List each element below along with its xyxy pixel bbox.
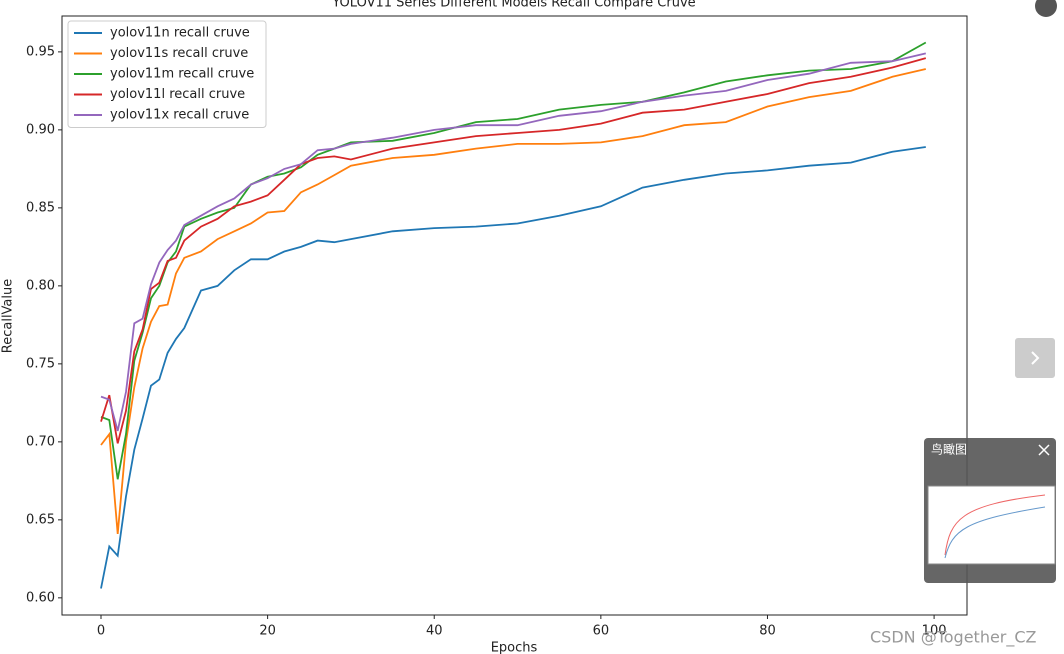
overview-thumbnail[interactable] (927, 485, 1056, 565)
expand-icon[interactable] (1035, 0, 1057, 17)
y-tick-label: 0.75 (26, 356, 55, 371)
y-tick-label: 0.95 (26, 44, 55, 59)
legend (67, 20, 267, 128)
legend-label: yolov11m recall cruve (110, 67, 254, 82)
x-tick-label: 100 (922, 624, 947, 639)
series-line (100, 146, 926, 589)
series-line (100, 41, 927, 480)
legend-label: yolov11s recall cruve (110, 46, 248, 61)
y-tick-label: 0.70 (26, 434, 55, 449)
x-tick-label: 0 (97, 624, 105, 639)
watermark: CSDN @Together_CZ (870, 628, 1037, 648)
thumbnail-sketch (944, 494, 1046, 556)
thumbnail-sketch (944, 506, 1046, 559)
legend-label: yolov11n recall cruve (110, 26, 250, 41)
x-axis-label: Epochs (491, 641, 538, 654)
next-arrow (1031, 351, 1040, 365)
chart-title: YOLOV11 Series Different Models Recall C… (331, 0, 695, 11)
series-line (100, 68, 927, 534)
y-tick-label: 0.60 (26, 590, 55, 605)
plot-frame (61, 15, 968, 616)
next-button[interactable] (1015, 338, 1055, 378)
x-tick-label: 80 (759, 624, 776, 639)
panel-title: 鸟瞰图 (931, 442, 967, 457)
series-line (100, 52, 927, 432)
x-tick-label: 40 (426, 624, 443, 639)
x-tick-label: 60 (593, 624, 610, 639)
y-tick-label: 0.85 (26, 200, 55, 215)
y-tick-label: 0.90 (26, 122, 55, 137)
x-tick-label: 20 (259, 624, 276, 639)
y-axis-label: RecallValue (1, 279, 16, 353)
legend-label: yolov11l recall cruve (110, 87, 245, 102)
y-tick-label: 0.65 (26, 512, 55, 527)
close-button[interactable] (1038, 444, 1050, 456)
plot: 0.60 0.65 0.70 0.75 0.80 0.85 0.90 0.95 0 20 40 60 8… (26, 15, 968, 639)
legend-label: yolov11x recall cruve (110, 108, 249, 123)
y-tick-label: 0.80 (26, 278, 55, 293)
